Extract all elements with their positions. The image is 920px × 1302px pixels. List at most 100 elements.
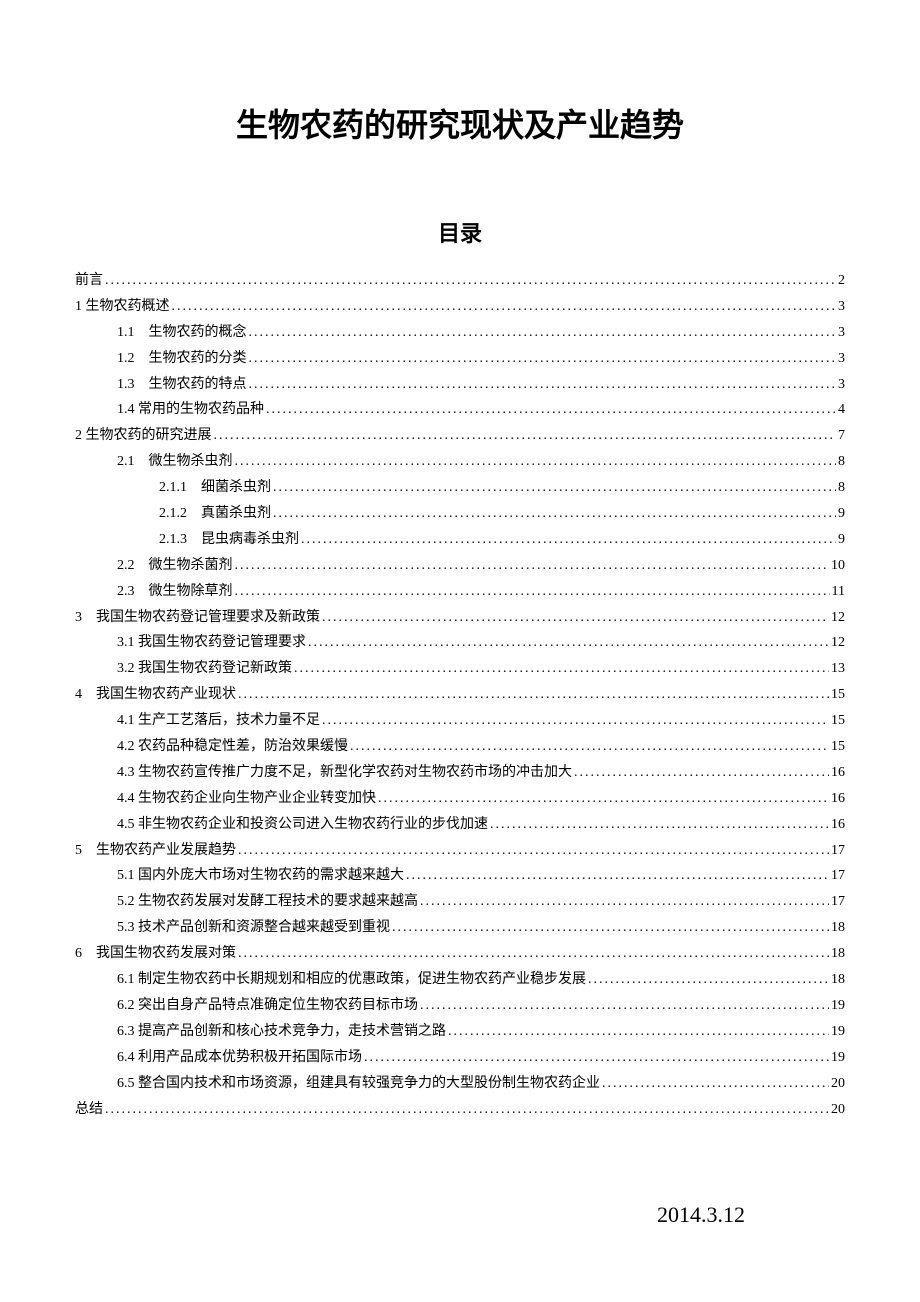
toc-entry: 6 我国生物农药发展对策 18	[75, 941, 845, 967]
toc-heading: 目录	[75, 216, 845, 248]
toc-entry-page: 17	[831, 863, 845, 889]
toc-entry-label: 1.4 常用的生物农药品种	[117, 397, 264, 423]
toc-leader-dots	[378, 786, 829, 812]
toc-entry-page: 19	[831, 993, 845, 1019]
toc-leader-dots	[249, 372, 837, 398]
toc-entry: 6.5 整合国内技术和市场资源，组建具有较强竞争力的大型股份制生物农药企业20	[75, 1071, 845, 1097]
toc-entry: 3 我国生物农药登记管理要求及新政策 12	[75, 605, 845, 631]
toc-entry-page: 11	[832, 579, 845, 605]
toc-entry-page: 8	[838, 475, 845, 501]
document-title: 生物农药的研究现状及产业趋势	[75, 100, 845, 146]
toc-leader-dots	[392, 915, 829, 941]
toc-entry: 1.1 生物农药的概念3	[75, 320, 845, 346]
toc-leader-dots	[172, 294, 837, 320]
toc-entry-label: 6.4 利用产品成本优势积极开拓国际市场	[117, 1045, 362, 1071]
toc-entry-label: 1.3 生物农药的特点	[117, 372, 247, 398]
toc-entry-page: 17	[831, 889, 845, 915]
toc-entry-label: 4.3 生物农药宣传推广力度不足，新型化学农药对生物农药市场的冲击加大	[117, 760, 572, 786]
toc-entry-page: 16	[831, 812, 845, 838]
toc-entry: 2.1 微生物杀虫剂 8	[75, 449, 845, 475]
toc-entry-label: 5.3 技术产品创新和资源整合越来越受到重视	[117, 915, 390, 941]
toc-entry-page: 15	[831, 734, 845, 760]
toc-entry: 4 我国生物农药产业现状15	[75, 682, 845, 708]
toc-entry-page: 20	[831, 1071, 845, 1097]
toc-leader-dots	[105, 268, 836, 294]
toc-entry-label: 3.1 我国生物农药登记管理要求	[117, 630, 306, 656]
toc-entry-label: 2.1.1 细菌杀虫剂	[159, 475, 271, 501]
toc-leader-dots	[350, 734, 829, 760]
toc-leader-dots	[238, 838, 829, 864]
toc-leader-dots	[238, 682, 829, 708]
toc-entry-label: 2.1 微生物杀虫剂	[117, 449, 233, 475]
toc-entry-page: 9	[838, 501, 845, 527]
toc-entry-page: 3	[838, 346, 845, 372]
toc-entry-label: 6 我国生物农药发展对策	[75, 941, 236, 967]
toc-entry-page: 20	[831, 1097, 845, 1123]
toc-leader-dots	[448, 1019, 829, 1045]
toc-entry-page: 12	[831, 630, 845, 656]
toc-entry: 4.4 生物农药企业向生物产业企业转变加快16	[75, 786, 845, 812]
toc-entry: 2.1.1 细菌杀虫剂 8	[75, 475, 845, 501]
toc-entry-page: 4	[838, 397, 845, 423]
toc-container: 前言21 生物农药概述31.1 生物农药的概念31.2 生物农药的分类31.3 …	[75, 268, 845, 1122]
toc-entry: 2.3 微生物除草剂 11	[75, 579, 845, 605]
toc-entry-label: 4.1 生产工艺落后，技术力量不足	[117, 708, 320, 734]
toc-entry-label: 3 我国生物农药登记管理要求及新政策	[75, 605, 320, 631]
toc-entry-label: 2 生物农药的研究进展	[75, 423, 212, 449]
toc-entry: 6.1 制定生物农药中长期规划和相应的优惠政策，促进生物农药产业稳步发展 18	[75, 967, 845, 993]
toc-entry-page: 17	[831, 838, 845, 864]
toc-leader-dots	[214, 423, 837, 449]
toc-entry: 前言2	[75, 268, 845, 294]
toc-leader-dots	[235, 579, 830, 605]
toc-entry-page: 15	[831, 682, 845, 708]
toc-entry-label: 1.2 生物农药的分类	[117, 346, 247, 372]
toc-leader-dots	[574, 760, 829, 786]
toc-entry: 6.4 利用产品成本优势积极开拓国际市场19	[75, 1045, 845, 1071]
toc-entry: 4.3 生物农药宣传推广力度不足，新型化学农药对生物农药市场的冲击加大 16	[75, 760, 845, 786]
toc-entry-label: 6.1 制定生物农药中长期规划和相应的优惠政策，促进生物农药产业稳步发展	[117, 967, 586, 993]
toc-entry-label: 2.1.3 昆虫病毒杀虫剂	[159, 527, 299, 553]
toc-leader-dots	[273, 475, 836, 501]
toc-entry-label: 5 生物农药产业发展趋势	[75, 838, 236, 864]
toc-entry-label: 总结	[75, 1097, 103, 1123]
toc-entry-page: 18	[831, 967, 845, 993]
toc-entry-label: 2.3 微生物除草剂	[117, 579, 233, 605]
toc-entry-page: 18	[831, 915, 845, 941]
toc-entry: 2.2 微生物杀菌剂10	[75, 553, 845, 579]
toc-leader-dots	[266, 397, 836, 423]
toc-leader-dots	[294, 656, 829, 682]
toc-entry-label: 4.5 非生物农药企业和投资公司进入生物农药行业的步伐加速	[117, 812, 488, 838]
toc-leader-dots	[301, 527, 836, 553]
toc-entry-label: 1.1 生物农药的概念	[117, 320, 247, 346]
toc-entry-page: 16	[831, 760, 845, 786]
toc-leader-dots	[249, 320, 837, 346]
toc-entry: 3.2 我国生物农药登记新政策13	[75, 656, 845, 682]
toc-entry: 2 生物农药的研究进展 7	[75, 423, 845, 449]
toc-entry-page: 9	[838, 527, 845, 553]
toc-entry: 1.4 常用的生物农药品种 4	[75, 397, 845, 423]
toc-entry: 1.2 生物农药的分类 3	[75, 346, 845, 372]
toc-entry-page: 15	[831, 708, 845, 734]
toc-leader-dots	[602, 1071, 829, 1097]
toc-entry-label: 2.2 微生物杀菌剂	[117, 553, 233, 579]
toc-entry-page: 8	[838, 449, 845, 475]
toc-entry: 总结 20	[75, 1097, 845, 1123]
toc-entry: 2.1.2 真菌杀虫剂9	[75, 501, 845, 527]
toc-entry-page: 13	[831, 656, 845, 682]
toc-entry: 3.1 我国生物农药登记管理要求 12	[75, 630, 845, 656]
toc-leader-dots	[105, 1097, 829, 1123]
toc-entry: 2.1.3 昆虫病毒杀虫剂 9	[75, 527, 845, 553]
toc-leader-dots	[238, 941, 829, 967]
toc-entry-page: 2	[838, 268, 845, 294]
toc-entry-page: 16	[831, 786, 845, 812]
toc-entry: 6.2 突出自身产品特点准确定位生物农药目标市场19	[75, 993, 845, 1019]
toc-entry-page: 12	[831, 605, 845, 631]
toc-entry-page: 3	[838, 294, 845, 320]
toc-entry-label: 5.2 生物农药发展对发酵工程技术的要求越来越高	[117, 889, 418, 915]
toc-entry-page: 7	[838, 423, 845, 449]
toc-leader-dots	[235, 449, 837, 475]
toc-leader-dots	[588, 967, 829, 993]
toc-entry: 4.5 非生物农药企业和投资公司进入生物农药行业的步伐加速 16	[75, 812, 845, 838]
toc-entry-page: 18	[831, 941, 845, 967]
toc-entry: 6.3 提高产品创新和核心技术竞争力，走技术营销之路19	[75, 1019, 845, 1045]
